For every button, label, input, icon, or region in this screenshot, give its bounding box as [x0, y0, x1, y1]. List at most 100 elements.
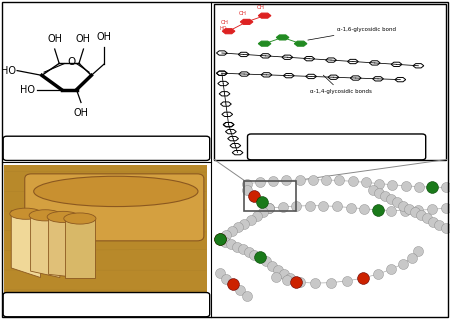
Point	[402, 183, 410, 189]
Point	[222, 233, 230, 238]
Point	[274, 267, 282, 272]
Polygon shape	[240, 19, 253, 24]
Text: HO: HO	[0, 66, 16, 76]
Point	[251, 193, 258, 198]
Point	[405, 206, 413, 211]
Point	[336, 178, 343, 183]
Point	[243, 187, 250, 192]
Point	[349, 179, 356, 184]
Polygon shape	[258, 41, 271, 46]
FancyBboxPatch shape	[4, 165, 207, 316]
Point	[239, 247, 246, 252]
Point	[251, 252, 258, 257]
Point	[256, 255, 264, 260]
Point	[279, 204, 286, 210]
Point	[415, 249, 422, 254]
Point	[296, 177, 303, 182]
Point	[415, 208, 422, 213]
FancyBboxPatch shape	[214, 4, 446, 160]
Point	[256, 255, 264, 260]
Point	[256, 255, 264, 260]
FancyBboxPatch shape	[3, 136, 210, 160]
Point	[216, 236, 223, 241]
Point	[216, 236, 223, 241]
Point	[297, 280, 304, 285]
Point	[411, 210, 418, 215]
Point	[400, 261, 407, 266]
Polygon shape	[31, 214, 60, 278]
Point	[230, 282, 237, 287]
Ellipse shape	[10, 208, 42, 219]
Point	[258, 199, 265, 204]
Text: HO: HO	[20, 85, 36, 95]
Point	[375, 190, 382, 196]
Point	[266, 206, 273, 211]
Point	[442, 206, 449, 211]
Point	[393, 200, 400, 205]
Point	[376, 181, 383, 186]
Point	[251, 193, 258, 198]
Ellipse shape	[29, 210, 61, 221]
Polygon shape	[222, 29, 235, 34]
Ellipse shape	[34, 176, 198, 207]
Text: Carbohydrate Polymer: Carbohydrate Polymer	[269, 142, 404, 152]
Point	[430, 219, 437, 224]
Point	[327, 280, 334, 285]
Point	[262, 259, 270, 264]
Point	[223, 276, 230, 281]
Point	[428, 207, 436, 212]
Point	[333, 204, 341, 209]
Point	[266, 206, 273, 211]
Point	[389, 182, 396, 187]
Point	[347, 205, 354, 210]
Polygon shape	[49, 217, 78, 278]
Point	[229, 229, 236, 234]
Point	[442, 185, 449, 190]
Point	[309, 177, 316, 182]
Text: OH: OH	[76, 33, 91, 44]
Point	[442, 226, 449, 231]
Point	[284, 278, 291, 283]
Point	[387, 197, 394, 202]
Point	[320, 203, 327, 208]
Point	[423, 216, 431, 221]
Point	[216, 236, 223, 241]
Ellipse shape	[64, 213, 96, 224]
Point	[243, 181, 250, 186]
Point	[236, 287, 243, 293]
Point	[259, 210, 266, 215]
Text: OH: OH	[73, 108, 89, 118]
Point	[280, 271, 288, 276]
Point	[241, 221, 248, 226]
Point	[387, 208, 395, 213]
Point	[234, 225, 242, 230]
Polygon shape	[11, 211, 40, 278]
Point	[245, 249, 252, 255]
Text: OH: OH	[239, 11, 247, 16]
Point	[247, 217, 254, 222]
Point	[273, 274, 280, 279]
Point	[292, 279, 300, 285]
Point	[292, 204, 300, 209]
Text: Carbohydrate Monomer: Carbohydrate Monomer	[44, 143, 169, 153]
Point	[243, 293, 250, 298]
Point	[256, 180, 263, 185]
Point	[228, 242, 235, 247]
Point	[429, 185, 436, 190]
Point	[400, 203, 407, 208]
Point	[374, 271, 382, 277]
Point	[283, 178, 290, 183]
Polygon shape	[65, 220, 94, 278]
Point	[230, 282, 237, 287]
FancyBboxPatch shape	[248, 134, 426, 160]
Text: OH: OH	[96, 32, 112, 42]
Ellipse shape	[47, 211, 79, 223]
Point	[401, 208, 409, 213]
Point	[266, 206, 273, 211]
Point	[360, 206, 368, 211]
Point	[374, 207, 381, 212]
Text: OH: OH	[221, 20, 229, 25]
Point	[270, 179, 277, 184]
Point	[287, 275, 294, 280]
Text: OH: OH	[47, 33, 62, 44]
